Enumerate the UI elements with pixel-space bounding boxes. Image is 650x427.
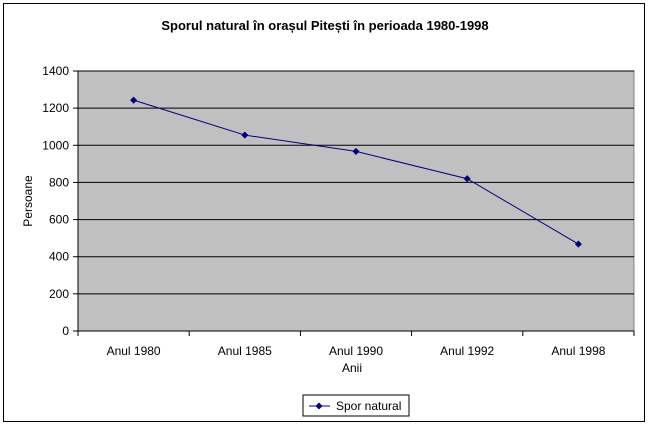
y-tick-label: 1000 — [42, 138, 69, 152]
y-tick-label: 600 — [49, 213, 69, 227]
x-axis-label: Anii — [342, 361, 362, 375]
y-tick-label: 1400 — [42, 64, 69, 78]
data-point — [463, 175, 471, 183]
legend-box — [302, 394, 410, 417]
x-tick-label: Anul 1985 — [218, 344, 272, 358]
y-tick-labels: 0 200 400 600 800 1000 1200 1400 — [42, 64, 69, 338]
y-tick-label: 0 — [62, 324, 69, 338]
x-tick-label: Anul 1980 — [107, 344, 161, 358]
x-tick-labels: Anul 1980 Anul 1985 Anul 1990 Anul 1992 Anul… — [107, 344, 606, 358]
x-tick-label: Anul 1990 — [329, 344, 383, 358]
chart-title: Sporul natural în orașul Pitești în peri… — [161, 18, 488, 33]
x-tick-label: Anul 1992 — [440, 344, 494, 358]
y-axis-label: Persoane — [21, 175, 35, 227]
data-point — [574, 240, 582, 248]
x-tick-label: Anul 1998 — [551, 344, 605, 358]
gridlines — [73, 70, 634, 332]
y-tick-label: 400 — [49, 250, 69, 264]
plot-area — [77, 70, 635, 332]
legend-marker-swatch — [315, 402, 323, 410]
series-line-group — [130, 96, 582, 248]
legend: Spor natural — [302, 394, 410, 417]
axes — [77, 71, 635, 336]
y-tick-label: 800 — [49, 175, 69, 189]
y-tick-label: 1200 — [42, 101, 69, 115]
data-point — [241, 131, 249, 139]
data-point — [352, 147, 360, 155]
legend-label: Spor natural — [336, 399, 401, 413]
y-tick-label: 200 — [49, 287, 69, 301]
data-point — [130, 96, 138, 104]
